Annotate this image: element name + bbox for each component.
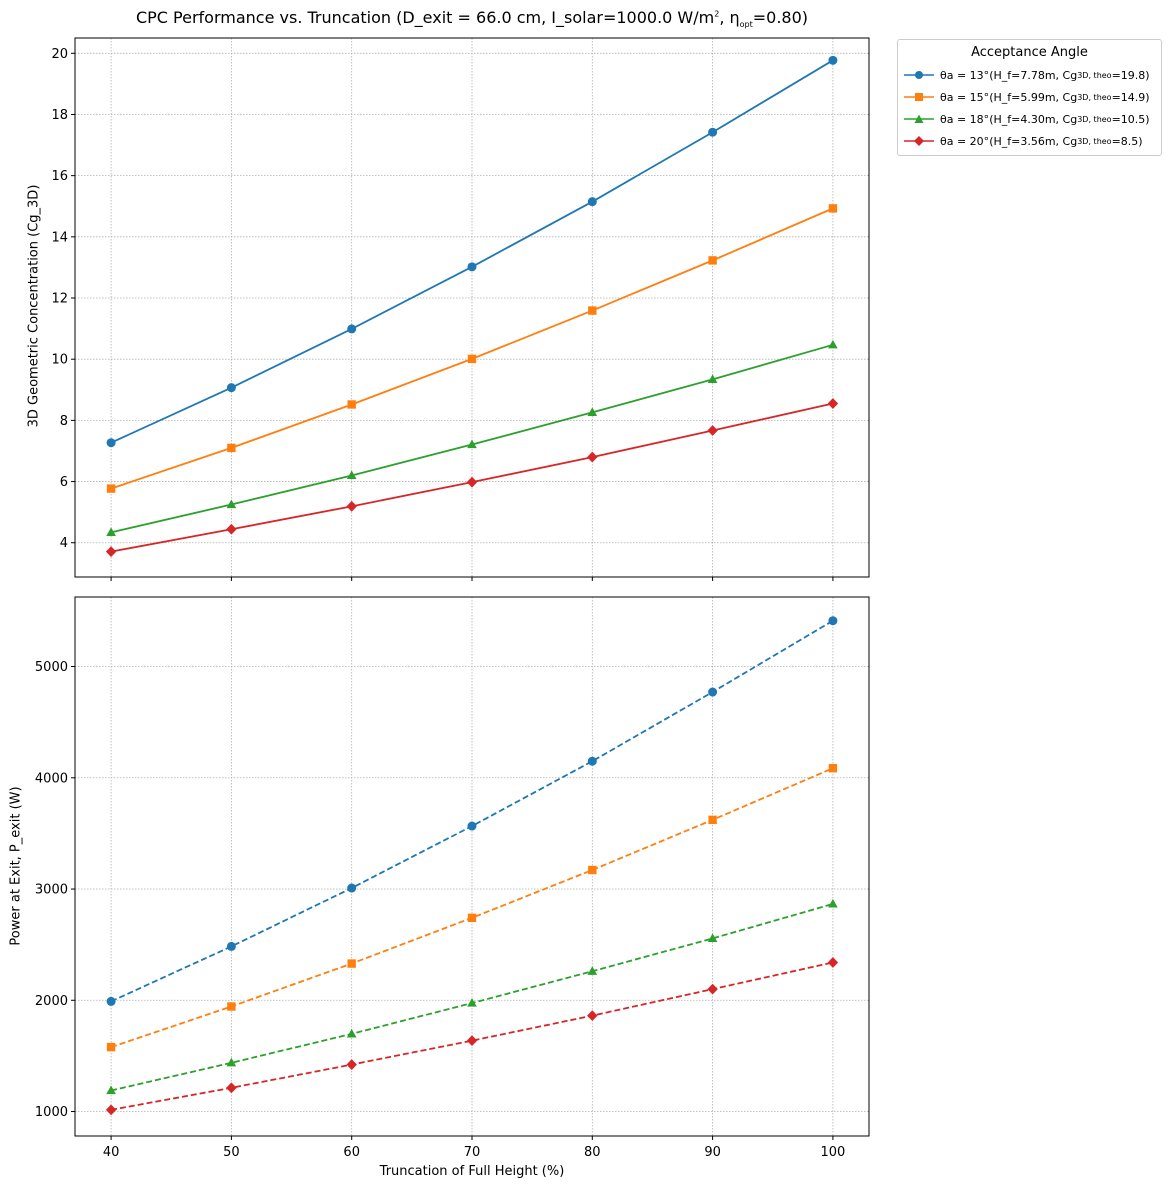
- data-point: [466, 476, 478, 488]
- data-point: [105, 546, 117, 558]
- legend-item-15: θa = 15° (H_f=5.99m, Cg 3D, theo =14.9): [904, 88, 1150, 106]
- x-tick-label: 90: [704, 1145, 721, 1160]
- data-point: [588, 865, 597, 875]
- data-point: [467, 821, 477, 831]
- data-point: [466, 1035, 478, 1047]
- data-point: [227, 1002, 236, 1011]
- chart-title: CPC Performance vs. Truncation (D_exit =…: [135, 8, 809, 30]
- y-tick-label: 4000: [35, 771, 68, 786]
- data-point: [106, 1042, 116, 1052]
- legend: Acceptance Angle θa = 13° (H_f=7.78m, Cg…: [897, 39, 1162, 156]
- data-point: [707, 933, 718, 943]
- y-tick-label: 16: [51, 169, 68, 184]
- y-tick-label: 8: [60, 414, 68, 429]
- data-point: [587, 1010, 598, 1022]
- x-tick-label: 70: [464, 1145, 481, 1160]
- x-axis-label: Truncation of Full Height (%): [379, 1164, 565, 1179]
- data-point: [828, 55, 838, 65]
- data-point: [347, 400, 356, 409]
- legend-item-13: θa = 13° (H_f=7.78m, Cg 3D, theo =19.8): [904, 66, 1150, 84]
- data-point: [587, 407, 598, 417]
- data-point: [346, 470, 357, 480]
- data-point: [708, 687, 718, 697]
- y-tick-label: 6: [60, 475, 68, 490]
- legend-item-20: θa = 20° (H_f=3.56m, Cg 3D, theo =8.5): [904, 132, 1143, 150]
- x-tick-label: 50: [223, 1145, 240, 1160]
- legend-marker-square: [904, 93, 934, 101]
- data-point: [828, 204, 838, 213]
- legend-marker-circle: [904, 71, 934, 79]
- data-point: [106, 527, 116, 536]
- y-tick-label: 1000: [35, 1105, 68, 1120]
- legend-title: Acceptance Angle: [971, 45, 1088, 60]
- data-point: [467, 262, 477, 272]
- data-point: [106, 1085, 116, 1095]
- data-point: [226, 1057, 237, 1067]
- data-point: [707, 983, 718, 995]
- data-point: [467, 913, 477, 923]
- data-point: [587, 756, 597, 766]
- y-tick-label: 10: [51, 353, 68, 368]
- x-tick-label: 60: [343, 1145, 360, 1160]
- data-point: [347, 959, 356, 968]
- data-point: [227, 443, 236, 453]
- data-point: [587, 197, 597, 207]
- x-tick-label: 40: [103, 1145, 120, 1160]
- legend-marker-diamond: [904, 136, 934, 146]
- x-tick-label: 100: [820, 1145, 845, 1160]
- data-point: [226, 1082, 237, 1094]
- data-point: [707, 374, 718, 383]
- y-tick-label: 12: [51, 292, 68, 307]
- data-point: [707, 425, 718, 436]
- data-point: [346, 500, 357, 512]
- data-point: [708, 256, 717, 265]
- data-point: [467, 354, 477, 364]
- legend-item-18: θa = 18° (H_f=4.30m, Cg 3D, theo =10.5): [904, 110, 1150, 128]
- data-point: [828, 764, 838, 773]
- y-tick-label: 5000: [35, 660, 68, 675]
- data-point: [226, 383, 236, 393]
- data-point: [827, 398, 839, 409]
- data-point: [587, 451, 598, 463]
- data-point: [467, 439, 477, 449]
- y-tick-label: 4: [60, 536, 68, 551]
- data-point: [588, 306, 597, 315]
- y-tick-label: 18: [51, 108, 68, 123]
- data-point: [587, 966, 598, 975]
- data-point: [226, 523, 237, 535]
- data-point: [347, 883, 357, 893]
- data-point: [708, 127, 718, 137]
- data-point: [827, 957, 839, 968]
- data-point: [708, 815, 717, 825]
- data-point: [467, 998, 477, 1007]
- legend-marker-triangle: [904, 114, 934, 123]
- data-point: [828, 898, 838, 908]
- axes-frame: [74, 596, 870, 1137]
- data-point: [828, 616, 838, 626]
- data-point: [226, 941, 236, 951]
- data-point: [106, 996, 116, 1006]
- axes-frame: [74, 37, 870, 578]
- y-tick-label: 14: [51, 230, 68, 245]
- data-point: [226, 499, 237, 509]
- data-point: [106, 484, 116, 493]
- x-tick-label: 80: [584, 1145, 601, 1160]
- y-tick-label: 20: [51, 47, 68, 62]
- data-point: [106, 438, 116, 448]
- y-tick-label: 2000: [35, 994, 68, 1009]
- data-point: [346, 1059, 357, 1070]
- data-point: [828, 339, 838, 349]
- y-tick-label: 3000: [35, 883, 68, 898]
- data-point: [347, 324, 357, 334]
- data-point: [346, 1028, 357, 1038]
- data-point: [105, 1104, 117, 1116]
